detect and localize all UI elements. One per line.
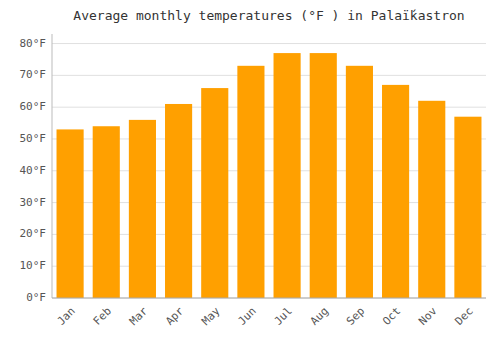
- bar: [346, 66, 373, 298]
- y-tick-label: 50°F: [20, 132, 47, 145]
- x-tick-label: Aug: [308, 305, 331, 328]
- bars: [57, 53, 482, 298]
- bar: [310, 53, 337, 298]
- x-tick-label: Mar: [127, 304, 151, 328]
- bar: [454, 117, 481, 298]
- grid-line: [52, 75, 486, 76]
- x-tick-label: Feb: [91, 305, 114, 328]
- y-tick-label: 30°F: [20, 196, 47, 209]
- x-tick-label: May: [199, 304, 223, 328]
- bar: [418, 101, 445, 298]
- bar: [382, 85, 409, 298]
- y-tick-label: 0°F: [26, 291, 46, 304]
- x-tick-label: Sep: [344, 305, 367, 328]
- grid: [52, 44, 486, 298]
- bar: [237, 66, 264, 298]
- x-axis-line: [52, 298, 486, 299]
- bar: [129, 120, 156, 298]
- y-axis: 0°F 10°F 20°F 30°F 40°F 50°F 60°F 70°F 80°F: [20, 37, 47, 304]
- bar: [165, 104, 192, 298]
- grid-line: [52, 43, 486, 44]
- x-tick-label: Jan: [55, 305, 78, 328]
- title: Average monthly temperatures (°F ) in Pa…: [73, 8, 464, 23]
- x-tick-label: Jul: [272, 305, 295, 328]
- x-axis: Jan Feb Mar Apr May Jun Jul Aug Sep Oct Nov Dec: [55, 304, 476, 328]
- y-tick-label: 60°F: [20, 100, 47, 113]
- x-tick-label: Dec: [452, 305, 475, 328]
- grid-line: [52, 298, 486, 299]
- chart: 0°F 10°F 20°F 30°F 40°F 50°F 60°F 70°F 80°F Jan Fe…: [0, 0, 500, 350]
- y-tick-label: 70°F: [20, 68, 47, 81]
- y-tick-label: 10°F: [20, 259, 47, 272]
- bar: [57, 129, 84, 298]
- y-tick-label: 80°F: [20, 37, 47, 50]
- x-tick-label: Oct: [380, 305, 403, 328]
- x-tick-label: Apr: [163, 304, 187, 328]
- bar: [93, 126, 120, 298]
- bar: [274, 53, 301, 298]
- y-tick-label: 40°F: [20, 164, 47, 177]
- x-tick-label: Nov: [416, 304, 440, 328]
- x-tick-label: Jun: [235, 305, 258, 328]
- y-tick-label: 20°F: [20, 227, 47, 240]
- bar: [201, 88, 228, 298]
- y-axis-line: [52, 34, 53, 298]
